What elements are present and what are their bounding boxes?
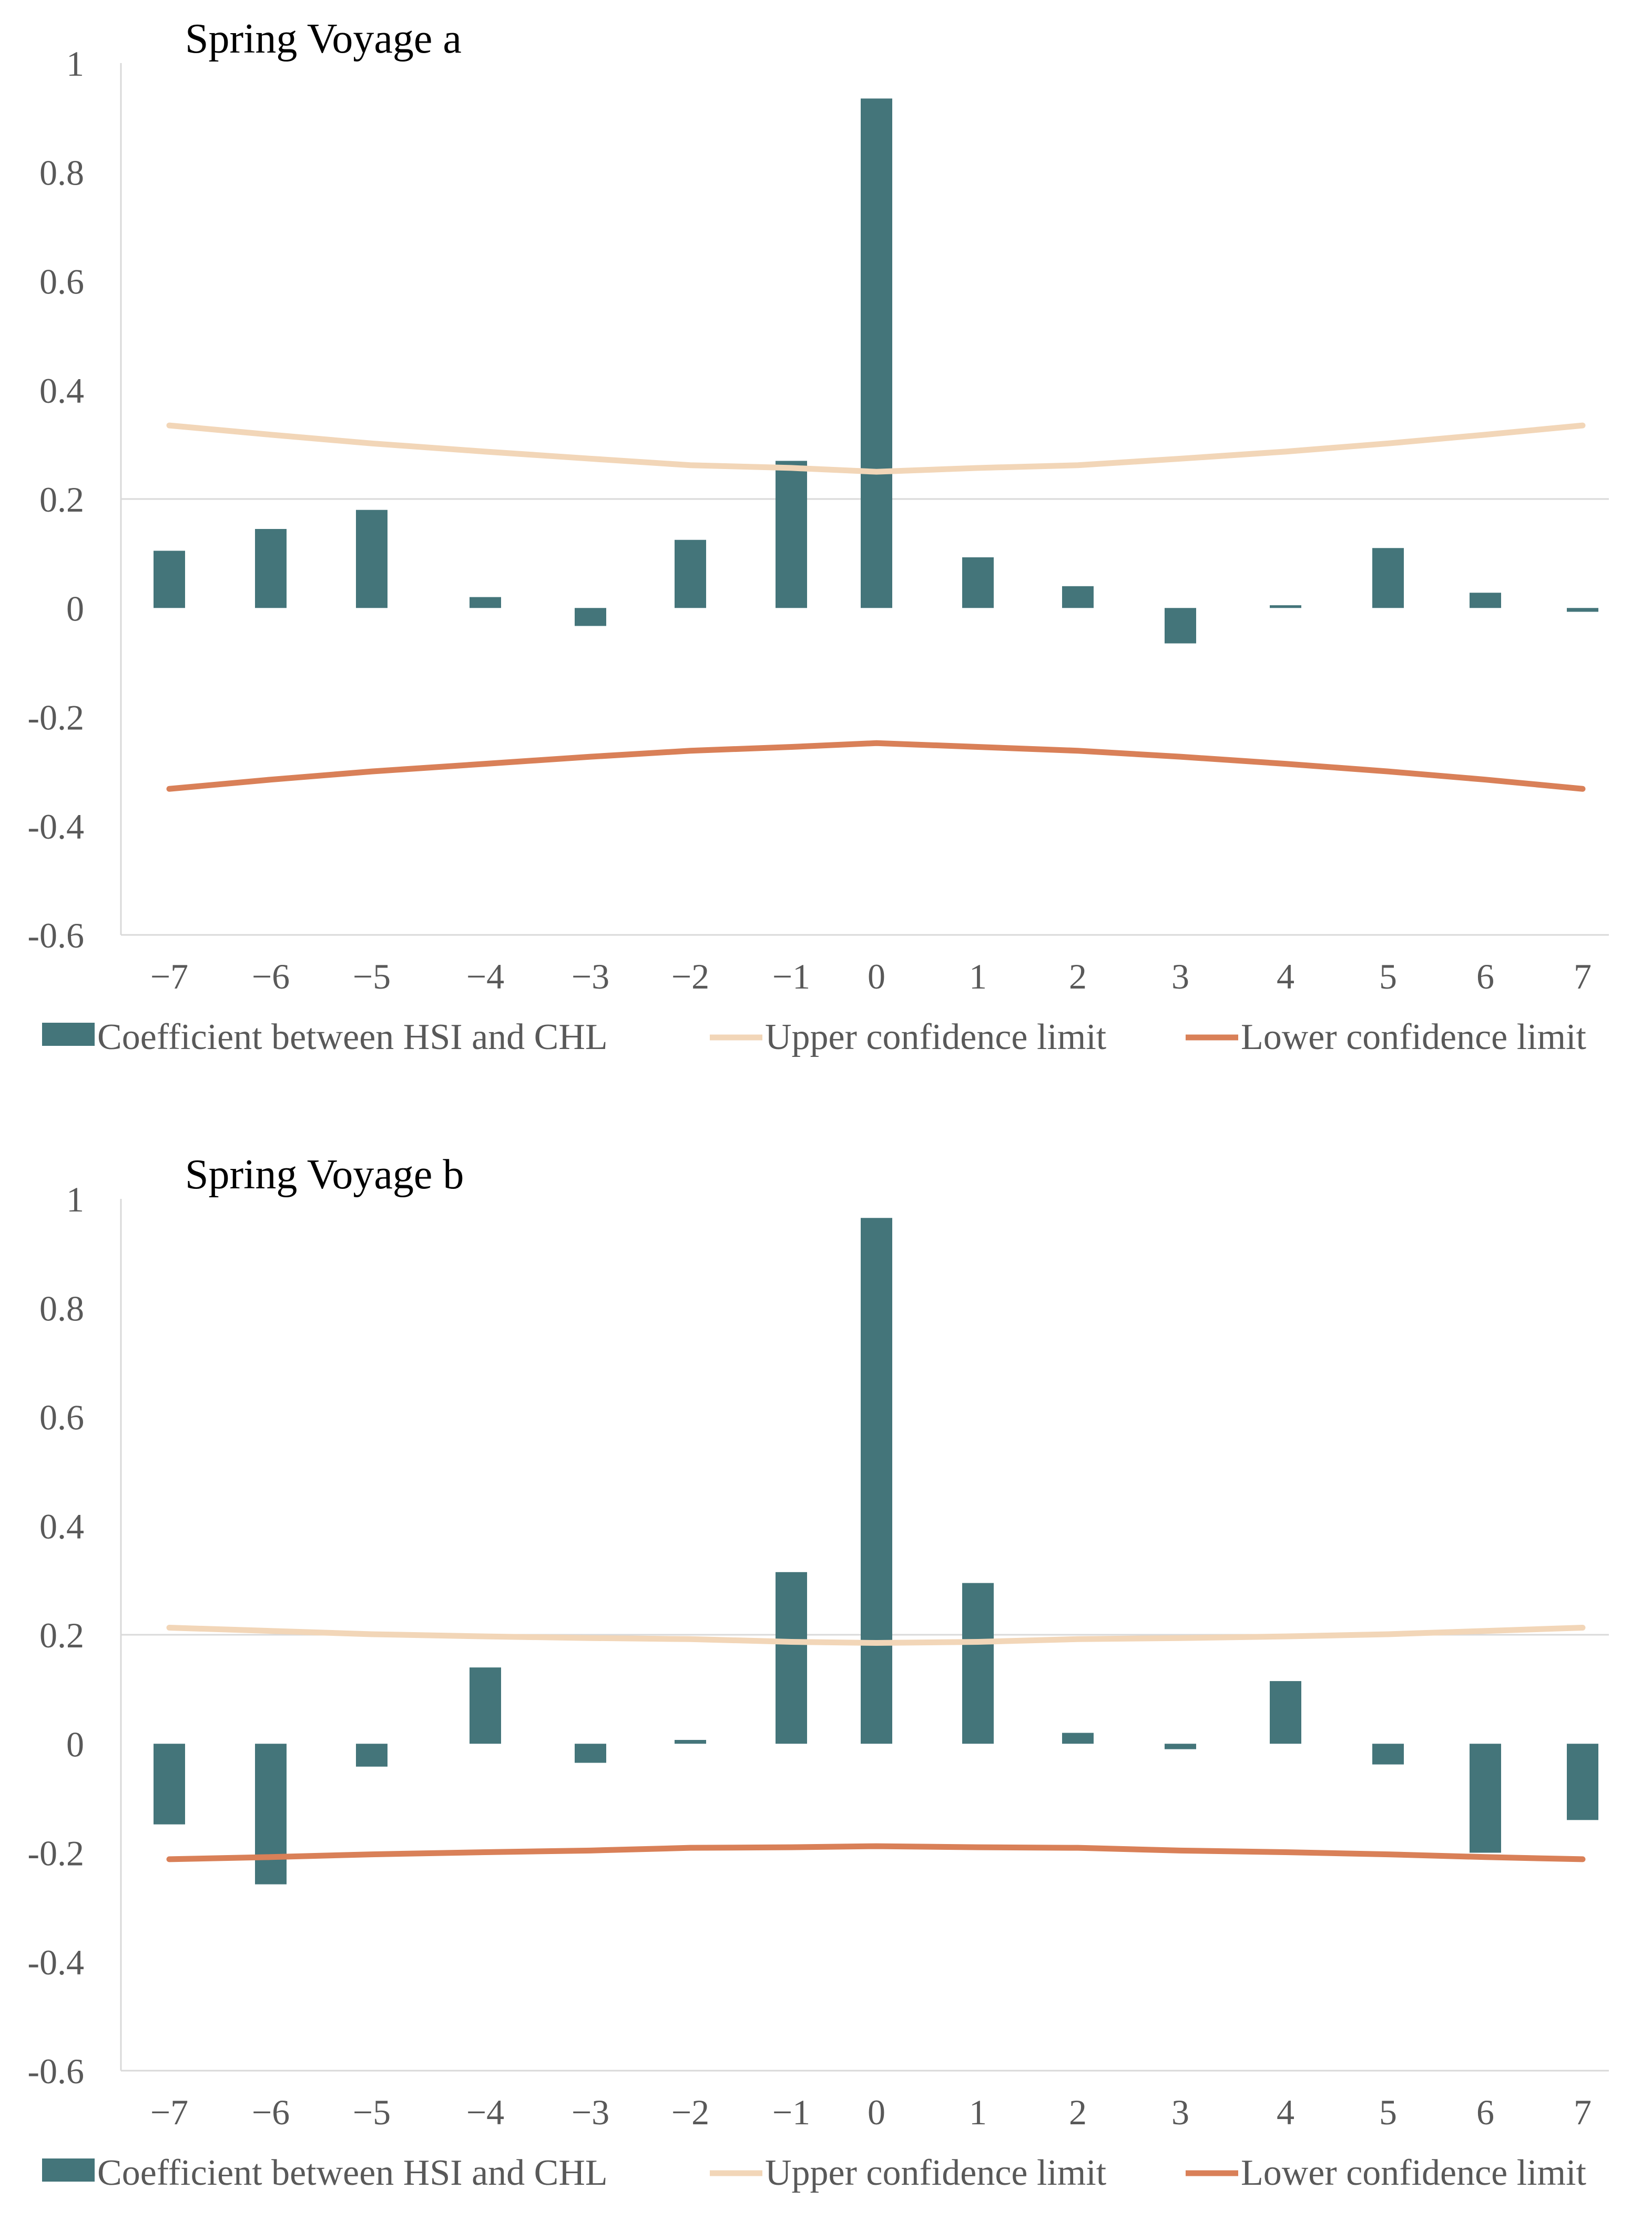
bar	[1567, 608, 1598, 612]
legend-swatch-bar	[42, 1023, 95, 1046]
x-tick-label: −4	[466, 956, 504, 996]
x-tick-label: −6	[252, 956, 290, 996]
lower-confidence-line	[166, 1843, 1586, 1862]
y-tick-label: 0.4	[39, 1506, 84, 1546]
y-tick-label: -0.2	[27, 1834, 84, 1873]
bar	[675, 539, 706, 608]
y-tick-label: 0.6	[39, 262, 84, 302]
x-tick-label: 0	[868, 956, 885, 996]
x-tick-label: 0	[868, 2092, 885, 2132]
bar	[1165, 1744, 1196, 1749]
legend: Coefficient between HSI and CHL Upper con…	[42, 2153, 1587, 2193]
x-tick-label: 4	[1277, 2092, 1294, 2132]
bar	[1372, 548, 1404, 608]
bar	[1165, 608, 1196, 644]
bar	[962, 557, 994, 608]
legend-label: Coefficient between HSI and CHL	[97, 1017, 608, 1057]
chart-title: Spring Voyage a	[185, 16, 462, 62]
bar	[154, 1744, 185, 1825]
legend-label: Lower confidence limit	[1241, 1017, 1587, 1057]
chart-panel-b: 1 0.8 0.6 0.4 0.2 0 -0.2 -0.4 -0.6 −7 −6 −5 −4 −3 −2 −1…	[27, 1152, 1609, 2193]
y-tick-label: 0.8	[39, 1288, 84, 1328]
x-tick-label: −2	[671, 2092, 709, 2132]
x-tick-label: 1	[969, 956, 987, 996]
bar	[356, 510, 387, 608]
x-tick-label: 2	[1069, 956, 1087, 996]
upper-confidence-line	[166, 422, 1586, 475]
y-tick-label: 1	[66, 1179, 84, 1219]
x-tick-label: 4	[1277, 956, 1294, 996]
y-tick-label: -0.6	[27, 915, 84, 955]
x-tick-label: 5	[1379, 956, 1397, 996]
y-tick-label: -0.4	[27, 807, 84, 847]
x-tick-label: 7	[1574, 956, 1592, 996]
bar	[470, 597, 501, 608]
y-tick-label: 0	[66, 1724, 84, 1764]
x-tick-label: −3	[572, 956, 609, 996]
x-tick-label: 5	[1379, 2092, 1397, 2132]
bar	[1470, 593, 1501, 608]
legend-label: Lower confidence limit	[1241, 2153, 1587, 2193]
bar	[776, 461, 807, 608]
bar	[356, 1744, 387, 1767]
y-tick-label: 0	[66, 588, 84, 628]
legend-label: Coefficient between HSI and CHL	[97, 2153, 608, 2193]
y-tick-label: 1	[66, 44, 84, 84]
bar	[255, 1744, 287, 1885]
legend-label: Upper confidence limit	[765, 1017, 1107, 1057]
x-tick-label: −4	[466, 2092, 504, 2132]
bar	[776, 1572, 807, 1744]
chart-panel-a: 1 0.8 0.6 0.4 0.2 0 -0.2 -0.4 -0.6 −7 −6 −5 −4 −3 −2 −1…	[27, 16, 1609, 1057]
y-tick-label: -0.4	[27, 1942, 84, 1982]
x-tick-label: −7	[150, 2092, 188, 2132]
y-tick-label: -0.6	[27, 2051, 84, 2091]
x-tick-label: 3	[1171, 2092, 1189, 2132]
bar	[470, 1667, 501, 1744]
upper-confidence-line	[166, 1625, 1586, 1646]
y-tick-label: 0.2	[39, 480, 84, 520]
y-tick-label: -0.2	[27, 698, 84, 738]
bar	[675, 1739, 706, 1744]
bar	[962, 1583, 994, 1744]
bar	[1567, 1744, 1598, 1820]
x-tick-label: 2	[1069, 2092, 1087, 2132]
bar	[1062, 1733, 1094, 1744]
bar	[575, 1744, 606, 1763]
x-tick-label: 3	[1171, 956, 1189, 996]
x-tick-label: 6	[1476, 956, 1494, 996]
y-tick-label: 0.8	[39, 152, 84, 192]
bar	[1270, 605, 1301, 608]
bar	[861, 98, 892, 608]
x-tick-label: 6	[1476, 2092, 1494, 2132]
bar	[154, 551, 185, 608]
x-tick-label: 7	[1574, 2092, 1592, 2132]
x-tick-label: −6	[252, 2092, 290, 2132]
y-tick-label: 0.2	[39, 1615, 84, 1655]
lower-confidence-line	[166, 740, 1586, 792]
bar	[861, 1218, 892, 1744]
x-tick-label: −1	[772, 2092, 810, 2132]
chart-title: Spring Voyage b	[185, 1152, 464, 1198]
bar	[1372, 1744, 1404, 1765]
y-tick-label: 0.4	[39, 371, 84, 411]
bar	[575, 608, 606, 626]
x-tick-label: −7	[150, 956, 188, 996]
x-tick-label: −5	[353, 956, 391, 996]
bar	[1470, 1744, 1501, 1853]
legend-label: Upper confidence limit	[765, 2153, 1107, 2193]
bar	[1062, 586, 1094, 608]
y-tick-label: 0.6	[39, 1398, 84, 1438]
x-tick-label: −5	[353, 2092, 391, 2132]
x-tick-label: −3	[572, 2092, 609, 2132]
x-tick-label: 1	[969, 2092, 987, 2132]
legend-swatch-bar	[42, 2158, 95, 2182]
bar	[1270, 1681, 1301, 1744]
x-tick-label: −1	[772, 956, 810, 996]
x-tick-label: −2	[671, 956, 709, 996]
bar	[255, 528, 287, 608]
legend: Coefficient between HSI and CHL Upper con…	[42, 1017, 1587, 1057]
